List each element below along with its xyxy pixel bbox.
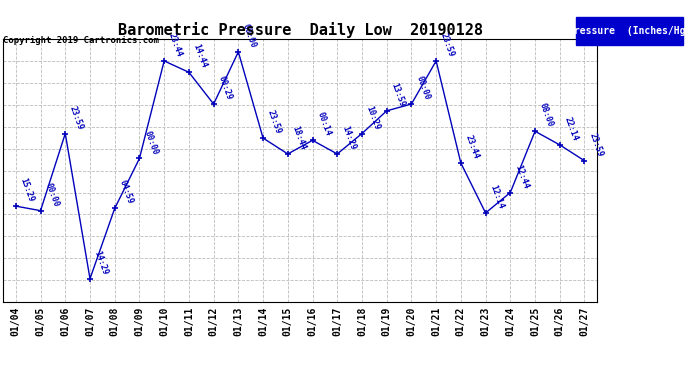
Text: 23:59: 23:59: [68, 104, 85, 131]
Text: 15:29: 15:29: [19, 177, 36, 203]
Text: 22:14: 22:14: [562, 116, 580, 142]
Text: 00:00: 00:00: [43, 182, 60, 208]
Text: 08:00: 08:00: [538, 102, 555, 129]
Text: 13:59: 13:59: [389, 81, 406, 108]
Text: 00:29: 00:29: [217, 75, 233, 101]
Text: 04:59: 04:59: [117, 179, 135, 206]
Text: 23:44: 23:44: [464, 134, 481, 160]
Text: Pressure  (Inches/Hg): Pressure (Inches/Hg): [568, 26, 690, 36]
Text: 14:44: 14:44: [192, 43, 208, 69]
Text: 00:00: 00:00: [414, 75, 431, 101]
Text: 23:59: 23:59: [587, 131, 604, 158]
Text: 00:00: 00:00: [142, 129, 159, 156]
Text: 00:00: 00:00: [241, 22, 258, 49]
Text: 23:59: 23:59: [439, 32, 456, 58]
Text: 18:44: 18:44: [290, 124, 308, 151]
Text: 12:14: 12:14: [489, 184, 505, 210]
Text: 12:44: 12:44: [513, 163, 530, 190]
Text: 23:59: 23:59: [266, 109, 283, 135]
Title: Barometric Pressure  Daily Low  20190128: Barometric Pressure Daily Low 20190128: [118, 22, 482, 38]
Text: 14:29: 14:29: [340, 124, 357, 151]
Text: 14:29: 14:29: [92, 249, 110, 276]
Text: Copyright 2019 Cartronics.com: Copyright 2019 Cartronics.com: [3, 36, 159, 45]
Text: 10:29: 10:29: [365, 104, 382, 131]
Text: 23:44: 23:44: [167, 32, 184, 58]
Text: 00:14: 00:14: [315, 111, 333, 138]
